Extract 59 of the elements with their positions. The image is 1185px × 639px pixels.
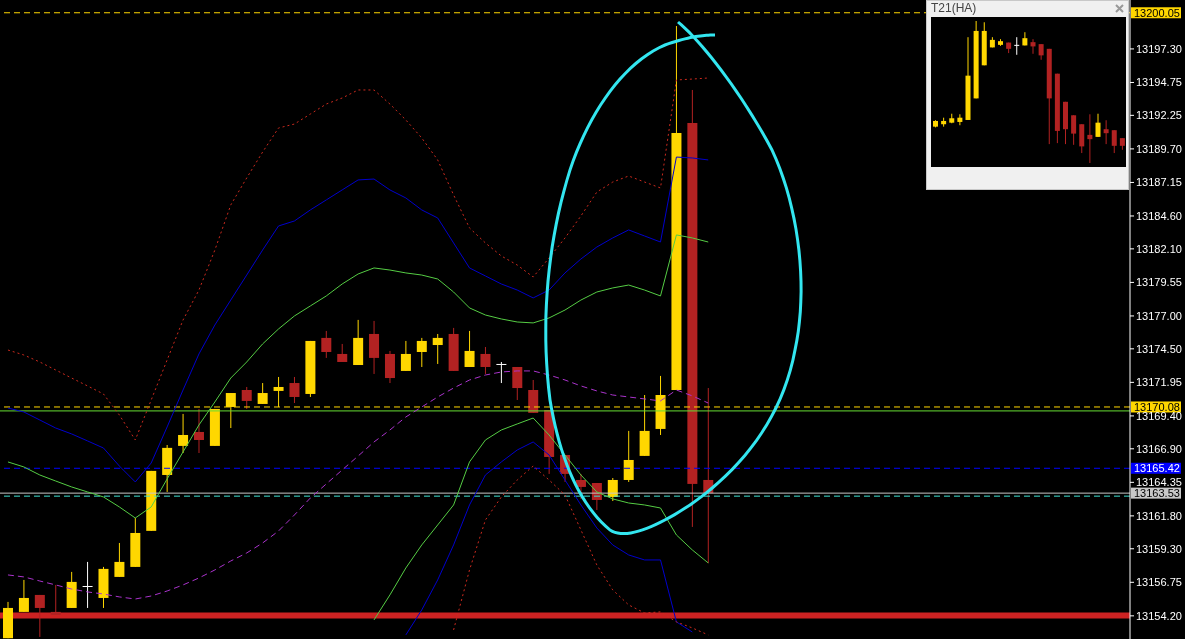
y-tick-label: 13189.70	[1136, 142, 1182, 155]
candlestick	[34, 594, 45, 638]
candlestick	[1022, 31, 1028, 46]
candlestick	[432, 333, 443, 365]
candlestick	[1095, 113, 1101, 138]
candlestick	[1071, 114, 1077, 146]
ref-line-label: 13170.08	[1134, 400, 1180, 413]
line-series	[405, 441, 693, 636]
candlestick	[289, 376, 300, 404]
y-tick-label: 13166.90	[1136, 442, 1182, 455]
y-tick-label: 13179.55	[1136, 276, 1182, 289]
line-series	[373, 417, 709, 621]
candlestick	[114, 542, 125, 578]
candlestick	[321, 330, 332, 359]
candlestick	[480, 346, 491, 375]
y-tick-label: 13184.60	[1136, 209, 1182, 222]
y-tick-label: 13174.50	[1136, 342, 1182, 355]
chart-title: T21(HA)	[931, 1, 977, 16]
candlestick	[193, 408, 204, 454]
y-tick-label: 13161.80	[1136, 509, 1182, 522]
candlestick	[512, 366, 523, 401]
y-tick-label: 13177.00	[1136, 309, 1182, 322]
candlestick	[1103, 119, 1109, 145]
y-tick-label: 13182.10	[1136, 242, 1182, 255]
candlestick	[82, 561, 93, 609]
candlestick	[623, 430, 634, 483]
candlestick	[178, 413, 189, 454]
candlestick	[575, 473, 586, 500]
candlestick	[257, 382, 268, 405]
y-tick-label: 13154.20	[1136, 609, 1182, 622]
candlestick	[416, 337, 427, 368]
y-tick-label: 13159.30	[1136, 542, 1182, 555]
y-tick-label: 13197.30	[1136, 42, 1182, 55]
candlestick	[1111, 129, 1117, 154]
candlestick	[1030, 38, 1036, 55]
ref-line-label: 13165.42	[1134, 462, 1180, 475]
candlestick	[18, 579, 29, 613]
candlestick	[1079, 123, 1085, 154]
candlestick	[337, 343, 348, 363]
y-tick-label: 13187.15	[1136, 176, 1182, 189]
candlestick	[1087, 113, 1093, 163]
candlestick	[957, 113, 963, 126]
line-series	[7, 156, 709, 483]
candlestick	[369, 320, 380, 375]
candlestick	[464, 330, 475, 368]
candlestick	[50, 584, 61, 616]
ref-line-label: 13163.53	[1134, 487, 1180, 500]
line-series	[7, 234, 709, 519]
line-series	[7, 77, 709, 441]
y-tick-label: 13192.25	[1136, 109, 1182, 122]
y-tick-label: 13194.75	[1136, 76, 1182, 89]
ref-line-label: 13200.05	[1134, 6, 1180, 19]
y-tick-label: 13156.75	[1136, 576, 1182, 589]
y-tick-label: 13164.35	[1136, 476, 1182, 489]
candlestick	[241, 386, 252, 410]
candlestick	[496, 361, 507, 384]
candlestick	[1014, 36, 1020, 56]
y-tick-label: 13171.95	[1136, 376, 1182, 389]
candlestick	[400, 340, 411, 372]
